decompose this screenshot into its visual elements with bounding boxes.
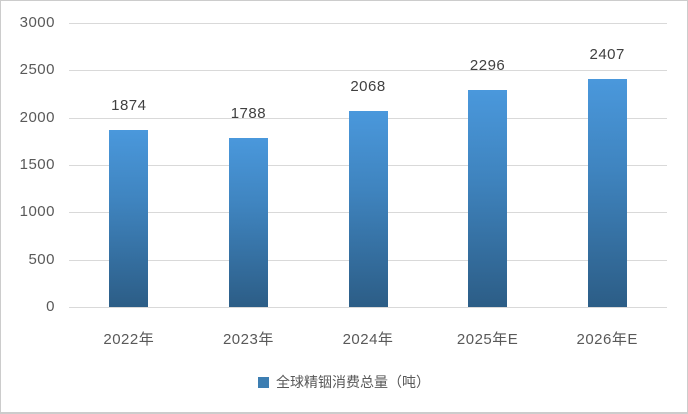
y-axis-tick-label: 2500: [19, 61, 55, 79]
gridline: [69, 23, 667, 24]
y-axis-tick-label: 0: [46, 298, 55, 315]
bar-value-label: 2407: [589, 46, 625, 64]
bar-2022年: [109, 129, 149, 307]
legend-marker-icon: [258, 376, 269, 388]
y-axis-tick-label: 3000: [19, 14, 55, 31]
bar-2025年E: [468, 89, 508, 307]
y-axis-tick-label: 1500: [19, 156, 55, 173]
gridline: [69, 70, 667, 72]
x-axis-category-label: 2023年: [222, 331, 274, 348]
gridline: [69, 307, 667, 308]
bar-2023年: [228, 137, 268, 307]
y-axis-tick-label: 500: [28, 250, 55, 268]
bar-value-label: 1874: [111, 96, 147, 114]
x-axis-category-label: 2025年E: [456, 331, 519, 348]
x-axis-category-label: 2022年: [103, 331, 155, 348]
legend-label: 全球精铟消费总量（吨）: [276, 374, 430, 390]
bar-value-label: 2068: [350, 78, 386, 96]
y-axis-tick-label: 2000: [19, 108, 55, 126]
y-axis-tick-label: 1000: [19, 203, 55, 221]
bar-2024年: [348, 111, 388, 307]
bar-value-label: 2296: [469, 56, 506, 74]
legend: 全球精铟消费总量（吨）: [1, 374, 687, 390]
bar-value-label: 1788: [230, 104, 267, 122]
bar-2026年E: [587, 79, 627, 307]
x-axis-category-label: 2024年: [342, 331, 394, 348]
x-axis-category-label: 2026年E: [576, 331, 638, 348]
